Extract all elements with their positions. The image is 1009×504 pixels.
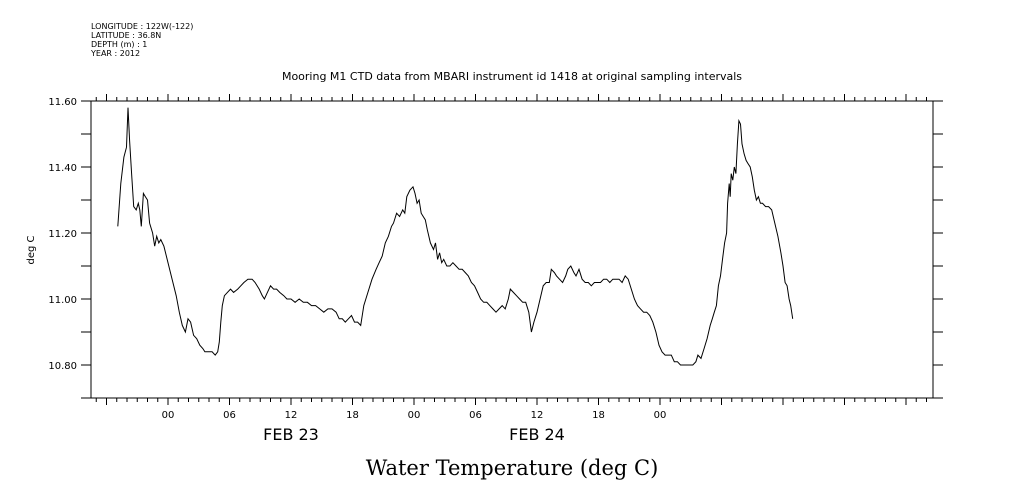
meta-depth: DEPTH (m) : 1 — [91, 40, 148, 49]
axis-ticks — [81, 94, 943, 405]
y-tick-label: 11.60 — [48, 97, 77, 108]
chart-title: Mooring M1 CTD data from MBARI instrumen… — [282, 70, 742, 83]
x-tick-label: 00 — [162, 410, 175, 421]
x-tick-label: 18 — [592, 410, 605, 421]
meta-year: YEAR : 2012 — [91, 49, 141, 58]
x-date-label: FEB 24 — [509, 425, 565, 444]
tick-labels: 00 06 12 18 00 06 12 18 00 FEB 23 FEB 24 10.80 11.00… — [48, 97, 666, 444]
x-tick-label: 18 — [346, 410, 359, 421]
y-tick-label: 11.40 — [48, 163, 77, 174]
x-date-label: FEB 23 — [263, 425, 319, 444]
x-tick-label: 00 — [654, 410, 667, 421]
meta-longitude: LONGITUDE : 122W(-122) — [91, 22, 194, 31]
y-axis-label: deg C — [26, 235, 37, 264]
y-tick-label: 10.80 — [48, 361, 77, 372]
y-tick-label: 11.00 — [48, 295, 77, 306]
x-tick-label: 00 — [408, 410, 421, 421]
x-tick-label: 06 — [469, 410, 482, 421]
x-tick-label: 12 — [285, 410, 298, 421]
plot-frame — [90, 100, 934, 399]
x-tick-label: 06 — [223, 410, 236, 421]
meta-latitude: LATITUDE : 36.8N — [91, 31, 162, 40]
y-tick-label: 11.20 — [48, 229, 77, 240]
temperature-series-line — [117, 107, 794, 366]
x-tick-label: 12 — [531, 410, 544, 421]
x-axis-label: Water Temperature (deg C) — [366, 456, 659, 480]
